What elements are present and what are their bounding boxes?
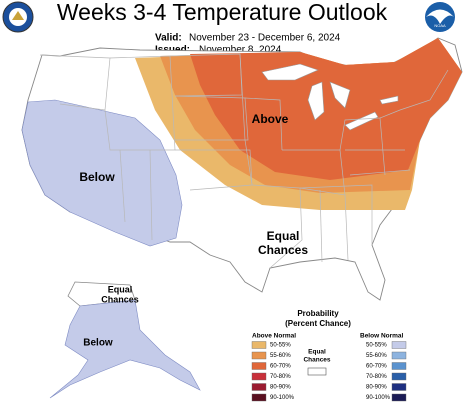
legend-equal-swatch <box>307 367 327 376</box>
below-region <box>21 99 183 247</box>
great-lakes <box>261 63 399 131</box>
above-60-70 <box>190 38 462 180</box>
legend-swatch <box>251 362 267 370</box>
legend-label: 70-80% <box>270 374 291 380</box>
legend-equal: Equal <box>308 349 326 356</box>
legend-swatch <box>391 372 407 381</box>
legend-swatch <box>251 393 267 402</box>
legend-label: 90-100% <box>366 395 391 401</box>
legend-label: 90-100% <box>270 395 295 401</box>
legend-label: 55-60% <box>270 353 291 359</box>
below-label: Below <box>79 170 115 184</box>
issued-date: November 8, 2024 <box>199 45 282 56</box>
legend-swatch <box>391 341 407 349</box>
legend-title: Probability <box>297 309 339 318</box>
legend-equal: Chances <box>303 357 330 364</box>
legend-label: 80-90% <box>270 385 291 391</box>
legend-label: 60-70% <box>366 364 387 370</box>
legend-above-header: Above Normal <box>252 333 296 340</box>
legend-swatch <box>251 351 267 360</box>
legend-swatch <box>251 341 267 349</box>
noaa-logo-text: NOAA <box>434 23 446 28</box>
legend: Probability (Percent Chance) Above Norma… <box>251 309 407 402</box>
state-lines <box>39 53 449 269</box>
equal-chances-label: Chances <box>258 243 308 257</box>
valid-dates: November 23 - December 6, 2024 <box>189 33 341 44</box>
alaska-equal-label: Chances <box>101 294 139 304</box>
legend-subtitle: (Percent Chance) <box>285 319 351 328</box>
alaska-below <box>49 299 201 399</box>
legend-swatch <box>391 351 407 360</box>
legend-label: 55-60% <box>366 353 387 359</box>
alaska-equal-label: Equal <box>108 284 133 294</box>
legend-below-header: Below Normal <box>360 333 404 340</box>
equal-chances-label: Equal <box>267 229 300 243</box>
legend-label: 50-55% <box>270 343 291 349</box>
legend-swatch <box>251 372 267 381</box>
above-label: Above <box>252 112 289 126</box>
legend-label: 80-90% <box>366 385 387 391</box>
title: Weeks 3-4 Temperature Outlook <box>57 0 388 25</box>
legend-swatch <box>251 383 267 391</box>
legend-label: 50-55% <box>366 343 387 349</box>
legend-swatch <box>391 383 407 391</box>
legend-swatch <box>391 393 407 402</box>
noaa-logo: NOAA <box>425 2 455 32</box>
alaska-below-label: Below <box>83 338 113 349</box>
doc-logo <box>2 1 34 33</box>
legend-label: 70-80% <box>366 374 387 380</box>
legend-swatch <box>391 362 407 370</box>
legend-label: 60-70% <box>270 364 291 370</box>
valid-label: Valid: <box>155 33 182 44</box>
